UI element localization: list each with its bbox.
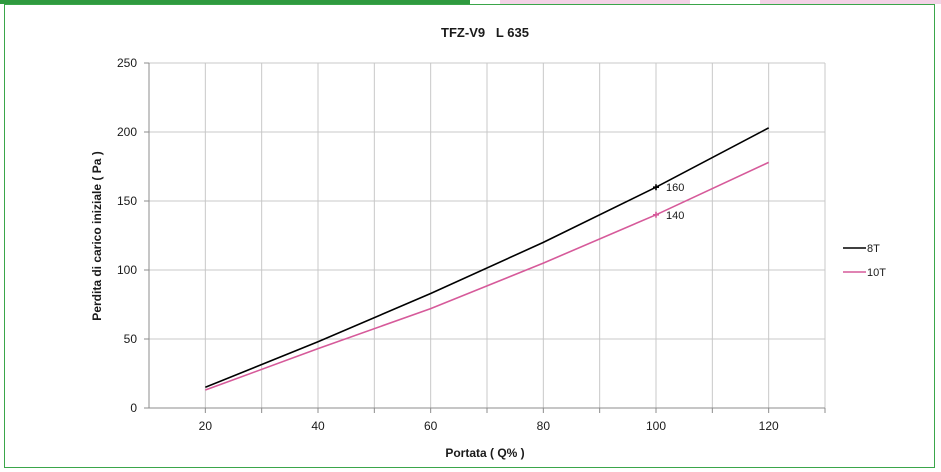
y-tick-label: 150 bbox=[117, 194, 137, 208]
y-tick-label: 50 bbox=[124, 332, 138, 346]
strip-segment-green bbox=[0, 0, 470, 4]
x-tick-label: 20 bbox=[199, 419, 213, 433]
x-tick-label: 120 bbox=[759, 419, 779, 433]
y-axis-label: Perdita di carico iniziale ( Pa ) bbox=[90, 151, 104, 320]
data-point-marker-8T bbox=[653, 184, 659, 191]
data-point-marker-10T bbox=[653, 211, 659, 218]
strip-segment-pink-2 bbox=[760, 0, 941, 4]
x-tick-label: 80 bbox=[537, 419, 551, 433]
data-label-8T: 160 bbox=[666, 182, 684, 194]
x-axis-label: Portata ( Q% ) bbox=[445, 446, 524, 460]
legend-label-10T: 10T bbox=[867, 267, 886, 279]
chart-frame bbox=[4, 4, 935, 468]
y-tick-label: 200 bbox=[117, 125, 137, 139]
y-tick-label: 250 bbox=[117, 56, 137, 70]
top-decorative-strip bbox=[0, 0, 941, 4]
x-tick-label: 40 bbox=[311, 419, 325, 433]
y-tick-label: 0 bbox=[130, 401, 137, 415]
grid-lines bbox=[149, 62, 826, 408]
x-tick-label: 100 bbox=[646, 419, 666, 433]
strip-segment-pink-1 bbox=[500, 0, 690, 4]
series-line-10T bbox=[205, 161, 770, 391]
y-tick-label: 100 bbox=[117, 263, 137, 277]
legend: 8T 10T bbox=[843, 243, 886, 279]
x-tick-label: 60 bbox=[424, 419, 438, 433]
chart-title: TFZ-V9 L 635 bbox=[441, 25, 529, 40]
axes: 0 50 100 150 200 250 20 40 60 80 100 120 bbox=[117, 56, 826, 433]
series-line-8T bbox=[205, 127, 770, 389]
legend-label-8T: 8T bbox=[867, 243, 880, 255]
data-label-10T: 140 bbox=[666, 210, 684, 222]
series-lines: 160 140 bbox=[205, 127, 770, 391]
